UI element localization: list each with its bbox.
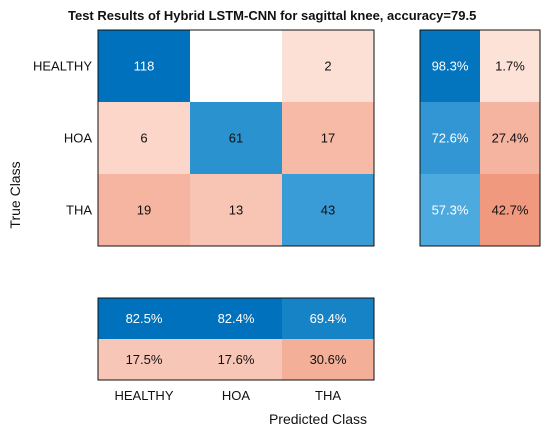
row-summary-value: 57.3% xyxy=(432,203,469,218)
column-summary-cell xyxy=(98,339,190,380)
y-tick-label: THA xyxy=(66,203,92,218)
row-summary-value: 42.7% xyxy=(492,203,529,218)
matrix-cell xyxy=(190,30,282,102)
row-summary-cell xyxy=(480,30,540,102)
matrix-cell-value: 17 xyxy=(321,131,335,146)
column-summary-matrix: 82.5% 82.4% 69.4% 17.5% 17.6% 30.6% xyxy=(97,297,375,381)
matrix-cell-value: 6 xyxy=(140,131,147,146)
column-summary-value: 69.4% xyxy=(310,311,347,326)
column-summary-value: 30.6% xyxy=(310,352,347,367)
matrix-cell-value: 61 xyxy=(229,131,243,146)
row-summary-cell xyxy=(420,102,480,174)
y-tick-label: HEALTHY xyxy=(33,59,92,74)
chart-title: Test Results of Hybrid LSTM-CNN for sagi… xyxy=(68,8,476,23)
matrix-cell xyxy=(282,174,374,246)
y-tick-label: HOA xyxy=(64,131,93,146)
axis-labels: HEALTHY HOA THA HEALTHY HOA THA Predicted Clas… xyxy=(7,59,367,428)
matrix-cell xyxy=(98,102,190,174)
matrix-cell xyxy=(190,102,282,174)
column-summary-border xyxy=(97,297,375,381)
matrix-cell-value: 13 xyxy=(229,203,243,218)
column-summary-value: 17.6% xyxy=(218,352,255,367)
row-summary-value: 98.3% xyxy=(432,59,469,74)
row-summary-cell xyxy=(480,174,540,246)
row-summary-value: 1.7% xyxy=(495,59,525,74)
matrix-border xyxy=(97,29,375,247)
row-summary-border xyxy=(419,29,541,247)
matrix-cell xyxy=(98,174,190,246)
row-summary-value: 72.6% xyxy=(432,131,469,146)
column-summary-cell xyxy=(282,298,374,339)
x-tick-label: HOA xyxy=(222,388,251,403)
matrix-cell xyxy=(98,30,190,102)
x-tick-label: THA xyxy=(315,388,341,403)
matrix-cell-value: 19 xyxy=(137,203,151,218)
matrix-cell xyxy=(282,102,374,174)
x-axis-label: Predicted Class xyxy=(269,411,367,427)
column-summary-cell xyxy=(98,298,190,339)
confusion-matrix: 118 2 6 61 17 19 13 43 xyxy=(97,29,375,247)
matrix-cell xyxy=(190,174,282,246)
x-tick-label: HEALTHY xyxy=(115,388,174,403)
matrix-cell-value: 2 xyxy=(324,59,331,74)
column-summary-value: 82.4% xyxy=(218,311,255,326)
y-axis-label: True Class xyxy=(7,161,23,228)
row-summary-value: 27.4% xyxy=(492,131,529,146)
row-summary-cell xyxy=(420,30,480,102)
matrix-cell-value: 43 xyxy=(321,203,335,218)
matrix-cell xyxy=(282,30,374,102)
row-summary-cell xyxy=(480,102,540,174)
row-summary-cell xyxy=(420,174,480,246)
column-summary-value: 17.5% xyxy=(126,352,163,367)
row-summary-matrix: 98.3% 1.7% 72.6% 27.4% 57.3% 42.7% xyxy=(419,29,541,247)
column-summary-value: 82.5% xyxy=(126,311,163,326)
column-summary-cell xyxy=(282,339,374,380)
column-summary-cell xyxy=(190,298,282,339)
matrix-cell-value: 118 xyxy=(134,59,155,74)
column-summary-cell xyxy=(190,339,282,380)
